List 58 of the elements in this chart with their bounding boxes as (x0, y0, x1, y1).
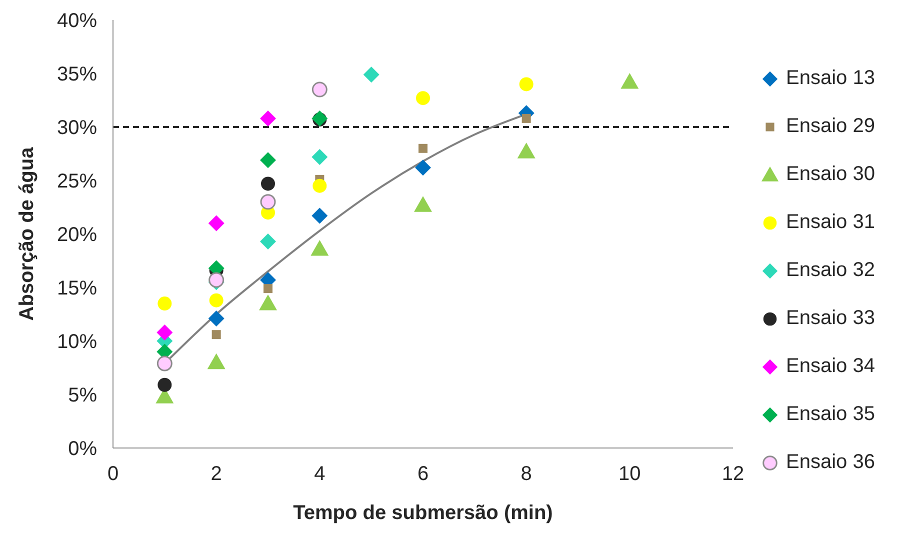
point (519, 77, 534, 92)
legend-label: Ensaio 34 (786, 355, 875, 378)
x-tick-label: 2 (210, 463, 222, 486)
legend-label: Ensaio 13 (786, 67, 875, 90)
point (416, 91, 430, 106)
y-tick-label: 20% (56, 224, 98, 246)
point (209, 293, 224, 308)
legend-label: Ensaio 35 (786, 403, 875, 426)
y-tick-label: 30% (56, 117, 98, 140)
point (208, 310, 224, 327)
point (260, 194, 276, 210)
point (312, 208, 328, 224)
y-tick-label: 10% (56, 331, 98, 354)
legend-label: Ensaio 29 (786, 115, 875, 138)
point (264, 284, 272, 294)
legend-label: Ensaio 30 (786, 163, 875, 186)
point (310, 240, 329, 256)
x-tick-label: 0 (107, 463, 119, 486)
point (312, 82, 328, 98)
point (259, 294, 277, 310)
point (207, 353, 226, 370)
y-axis-title: Absorção de água (16, 146, 38, 321)
point (312, 148, 328, 165)
point (260, 152, 276, 168)
x-tick-label: 6 (417, 463, 429, 486)
x-axis-title: Tempo de submersão (min) (293, 502, 553, 524)
point (208, 215, 224, 232)
x-tick-label: 4 (314, 463, 326, 486)
point (312, 178, 327, 193)
point (522, 114, 531, 123)
point (156, 324, 173, 340)
point (415, 160, 431, 176)
point (158, 296, 172, 311)
point (158, 378, 172, 392)
legend-label: Ensaio 36 (786, 451, 875, 474)
y-tick-label: 0% (68, 438, 98, 460)
point (414, 196, 432, 212)
y-tick-label: 35% (56, 64, 98, 86)
point (363, 66, 380, 83)
point (156, 356, 172, 372)
point (260, 233, 276, 250)
y-tick-label: 15% (56, 278, 98, 300)
x-tick-label: 12 (722, 463, 744, 486)
point (261, 176, 275, 191)
point (620, 73, 639, 89)
legend-label: Ensaio 32 (786, 259, 875, 282)
point (208, 272, 224, 288)
point (212, 330, 221, 340)
point (517, 142, 536, 158)
x-tick-label: 8 (520, 463, 532, 486)
legend-label: Ensaio 33 (786, 307, 875, 330)
legend-label: Ensaio 31 (786, 211, 875, 234)
y-tick-label: 40% (56, 10, 98, 32)
y-tick-label: 25% (56, 170, 98, 193)
y-tick-label: 5% (68, 384, 98, 407)
point (260, 110, 276, 126)
point (418, 144, 428, 153)
x-tick-label: 10 (618, 463, 641, 486)
